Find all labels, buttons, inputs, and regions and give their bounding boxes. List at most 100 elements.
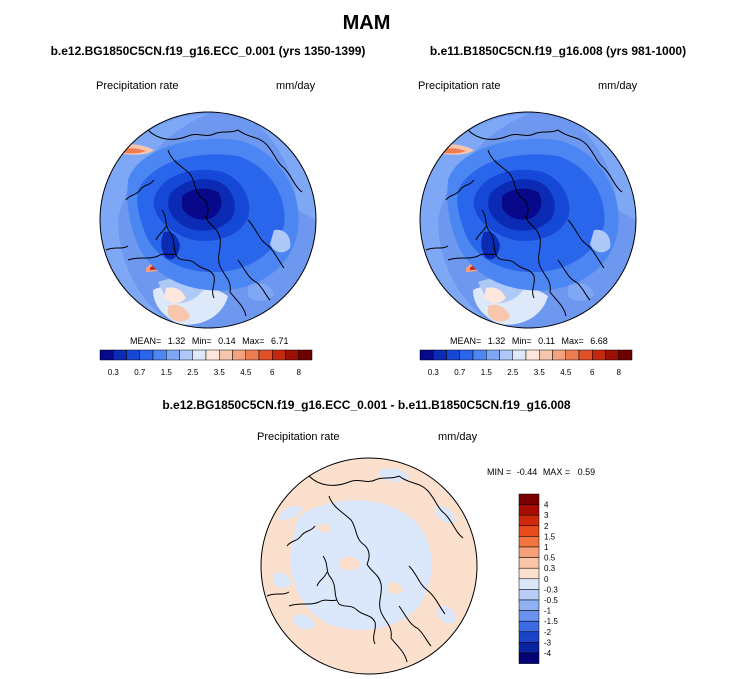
colorbar-box [525, 349, 540, 361]
colorbar-box [518, 620, 540, 633]
coastline [467, 129, 559, 140]
map-field [261, 458, 477, 674]
colorbar-tick-label: 3.5 [214, 368, 226, 377]
colorbar-box [618, 349, 633, 361]
max-value: 0.59 [577, 467, 596, 477]
coastline [549, 291, 567, 317]
max-value: 6.71 [270, 336, 289, 346]
map-boundary [99, 111, 317, 329]
panel-1-variable-label: Precipitation rate [96, 80, 179, 92]
colorbar-box [446, 349, 460, 361]
field-contour [248, 116, 316, 220]
coastline [237, 259, 271, 301]
colorbar-box [565, 349, 580, 361]
min-label: Min= [511, 336, 532, 346]
coastline [147, 129, 239, 140]
colorbar-box [113, 349, 127, 361]
coastline [283, 167, 303, 193]
colorbar-box [518, 514, 540, 527]
map-boundary [419, 111, 637, 329]
panel-1-title: b.e12.BG1850C5CN.f19_g16.ECC_0.001 (yrs … [50, 44, 366, 58]
panel-3-variable-label: Precipitation rate [257, 431, 340, 443]
colorbar-tick-label: 0.5 [544, 554, 556, 563]
colorbar-box [499, 349, 513, 361]
colorbar-box [518, 525, 540, 537]
min-value: 0.11 [538, 336, 555, 346]
coastline [322, 555, 358, 611]
map-panel-1 [99, 111, 317, 329]
colorbar-box [192, 349, 207, 361]
colorbar-tick-label: 6 [590, 368, 595, 377]
coastline [237, 129, 285, 169]
max-label: MAX = [542, 467, 571, 477]
mean-label: MEAN= [450, 336, 482, 346]
colorbar-panel-2: 0.3 0.7 1.5 2.5 3.5 4.5 6 8 [419, 349, 633, 377]
field-contour [339, 556, 361, 571]
colorbar-box [518, 567, 540, 580]
colorbar-box [512, 349, 527, 361]
colorbar-box [126, 349, 140, 361]
colorbar-tick-label: 2 [544, 522, 549, 531]
coastline [557, 259, 591, 301]
colorbar-box [139, 349, 154, 361]
colorbar-tick-label: -0.3 [544, 585, 558, 594]
colorbar-box [258, 349, 273, 361]
colorbar-tick-label: 0.7 [454, 368, 466, 377]
mean-value: 1.32 [487, 336, 506, 346]
colorbar-tick-label: 3 [544, 511, 549, 520]
coastline [161, 209, 197, 265]
map-boundary [260, 457, 478, 675]
field-contour [273, 572, 291, 588]
page-title: MAM [342, 12, 391, 34]
coastline [247, 219, 285, 269]
colorbar-box [486, 349, 500, 361]
colorbar-box [578, 349, 593, 361]
field-contour [484, 287, 506, 304]
coastline [125, 179, 155, 201]
panel-1-units-label: mm/day [276, 80, 316, 92]
min-label: Min= [191, 336, 212, 346]
field-contour [164, 287, 186, 304]
colorbar-tick-label: -1 [544, 607, 552, 616]
colorbar-box [472, 349, 487, 361]
colorbar-box [152, 349, 167, 361]
field-contour [293, 614, 315, 629]
panel-2-title: b.e11.B1850C5CN.f19_g16.008 (yrs 981-100… [429, 44, 687, 58]
colorbar-box [518, 652, 540, 664]
colorbar-tick-label: 1 [544, 543, 549, 552]
colorbar-tick-label: 0 [544, 575, 549, 584]
colorbar-tick-label: 1.5 [481, 368, 493, 377]
colorbar-box [518, 589, 540, 601]
colorbar-box [518, 610, 540, 622]
coastline [475, 225, 487, 241]
panel-2-variable-label: Precipitation rate [418, 80, 501, 92]
colorbar-tick-label: 4.5 [240, 368, 252, 377]
field-contour [279, 506, 303, 520]
colorbar-tick-label: 8 [617, 368, 622, 377]
field-contour [502, 188, 542, 220]
colorbar-tick-label: 3.5 [534, 368, 546, 377]
coastline [398, 605, 432, 647]
mean-label: MEAN= [130, 336, 162, 346]
colorbar-box [219, 349, 233, 361]
coastline [445, 179, 475, 201]
field-contour [182, 188, 222, 220]
colorbar-tick-label: 2.5 [507, 368, 519, 377]
colorbar-tick-label: -2 [544, 628, 552, 637]
colorbar-box [605, 349, 619, 361]
colorbar-tick-label: 4.5 [560, 368, 572, 377]
colorbar-tick-label: -3 [544, 638, 552, 647]
coastline [557, 129, 605, 169]
colorbar-tick-label: 6 [270, 368, 275, 377]
coastline [487, 149, 529, 219]
colorbar-box [518, 546, 540, 558]
colorbar-tick-label: -4 [544, 649, 552, 658]
colorbar-tick-label: 0.3 [428, 368, 440, 377]
colorbar-box [592, 349, 606, 361]
coastline [288, 599, 338, 607]
field-contour [590, 229, 611, 253]
coastline [127, 253, 177, 261]
colorbar-tick-label: 0.3 [108, 368, 120, 377]
colorbar-box [552, 349, 566, 361]
colorbar-box [205, 349, 220, 361]
